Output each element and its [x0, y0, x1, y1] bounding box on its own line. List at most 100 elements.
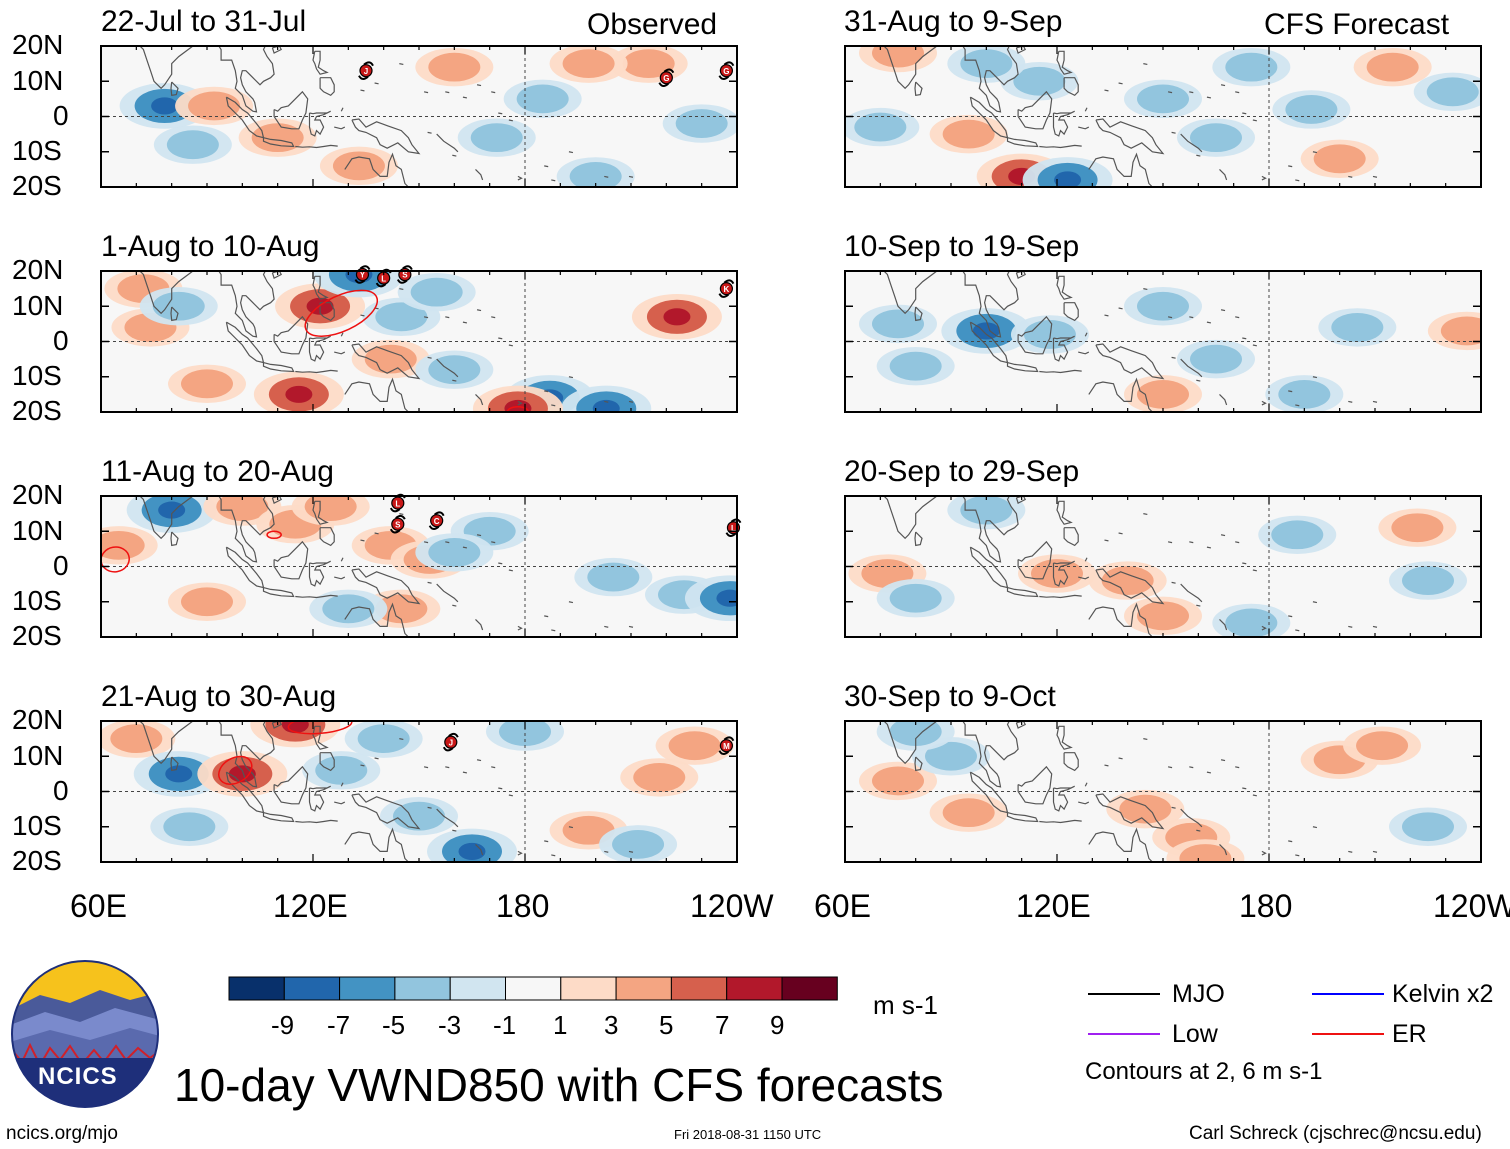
- island-dot: [1220, 84, 1226, 87]
- anomaly-patch: [1366, 52, 1419, 82]
- panel-title: 1-Aug to 10-Aug: [101, 230, 320, 263]
- anomaly-patch: [216, 496, 269, 521]
- anomaly-core: [504, 399, 532, 412]
- storm-swirl: [718, 736, 735, 755]
- coastline: [962, 46, 1019, 113]
- island-dot: [360, 764, 365, 767]
- island-dot: [1242, 337, 1247, 340]
- coastline: [1082, 232, 1093, 250]
- colorbar-label: -5: [382, 1010, 406, 1040]
- island-dot: [1167, 766, 1173, 769]
- anomaly-patch: [428, 538, 481, 567]
- ncics-logo-text: NCICS: [38, 1063, 118, 1090]
- lon-tick-label: 180: [496, 888, 550, 924]
- panel-title: 21-Aug to 30-Aug: [101, 680, 337, 713]
- anomaly-patch: [587, 562, 640, 592]
- coastline: [262, 812, 295, 823]
- lat-tick-label: 10N: [12, 515, 64, 546]
- island-dot: [628, 400, 634, 403]
- island-dot: [1312, 376, 1318, 379]
- coastline: [1084, 782, 1088, 787]
- island-dot: [1206, 771, 1212, 774]
- island-dot: [360, 314, 365, 317]
- island-dot: [568, 826, 574, 829]
- island-dot: [1348, 850, 1353, 853]
- anomaly-patch: [872, 766, 924, 796]
- coastline: [1180, 583, 1203, 603]
- anomaly-patch: [1440, 316, 1481, 346]
- island-dot: [1171, 131, 1176, 134]
- island-dot: [1167, 541, 1173, 544]
- island-dot: [1189, 766, 1194, 769]
- anomaly-shading: [101, 496, 737, 628]
- storm-letter: J: [364, 67, 368, 76]
- anomaly-patch: [101, 530, 145, 560]
- lon-tick-label: 120W: [1433, 890, 1510, 922]
- site-link[interactable]: ncics.org/mjo: [6, 1123, 118, 1144]
- island-dot: [452, 829, 457, 832]
- coastline: [882, 721, 938, 765]
- island-dot: [508, 794, 513, 797]
- coastline: [344, 377, 409, 412]
- anomaly-core: [281, 721, 309, 734]
- coastline: [338, 7, 349, 25]
- island-dot: [1235, 316, 1240, 319]
- island-dot: [462, 96, 468, 99]
- island-dot: [1312, 151, 1318, 154]
- contour-note: Contours at 2, 6 m s-1: [1085, 1058, 1323, 1085]
- coastline: [475, 843, 484, 856]
- island-dot: [498, 337, 503, 340]
- island-dot: [1171, 806, 1176, 809]
- anomaly-patch: [1402, 812, 1454, 842]
- coastlines: [882, 496, 1378, 637]
- island-dot: [1372, 850, 1378, 853]
- anomaly-patch: [942, 798, 995, 828]
- island-dot: [399, 63, 404, 66]
- coastline: [1180, 133, 1203, 153]
- anomaly-patch: [1190, 344, 1242, 374]
- anomaly-patch: [1402, 566, 1454, 595]
- coastline: [882, 496, 938, 540]
- coastline: [312, 725, 329, 750]
- anomaly-patch: [1179, 844, 1232, 862]
- coastlines: [138, 7, 634, 187]
- coastline: [1017, 315, 1053, 355]
- lat-tick-label: 10S: [12, 810, 62, 841]
- island-dot: [1167, 91, 1173, 94]
- coastline: [334, 801, 346, 805]
- coastline: [273, 315, 309, 355]
- coastline: [351, 118, 421, 155]
- lat-tick-label: 10N: [12, 290, 64, 321]
- map-panel-5: [844, 45, 1482, 188]
- anomaly-patch: [1331, 313, 1384, 342]
- island-dot: [1372, 175, 1378, 178]
- anomaly-patch: [1225, 608, 1278, 637]
- map-panel-1: JGG: [100, 7, 738, 188]
- coastline: [1261, 850, 1267, 856]
- island-dot: [1242, 112, 1247, 115]
- logo-artwork: [12, 961, 158, 1107]
- coastline: [1052, 110, 1075, 137]
- island-dot: [1196, 379, 1201, 382]
- anomaly-patch: [1119, 794, 1172, 824]
- island-dot: [452, 154, 457, 157]
- legend-er-label: ER: [1392, 1020, 1427, 1048]
- coastline: [1063, 302, 1079, 322]
- anomaly-patch: [1137, 84, 1189, 114]
- coastline: [262, 137, 295, 148]
- island-dot: [628, 625, 634, 628]
- island-dot: [1252, 569, 1257, 572]
- lat-tick-label: 0: [53, 100, 69, 131]
- anomaly-patch: [188, 91, 241, 121]
- island-dot: [491, 541, 496, 544]
- island-dot: [551, 179, 556, 182]
- anomaly-patch: [1271, 520, 1324, 550]
- forecast-header: CFS Forecast: [1264, 8, 1450, 41]
- coastline: [170, 756, 179, 772]
- anomaly-patch: [516, 84, 569, 114]
- storm-symbol: J: [358, 61, 374, 80]
- anomaly-patch: [428, 355, 481, 385]
- colorbar-swatch: [283, 976, 341, 1001]
- island-dot: [628, 175, 634, 178]
